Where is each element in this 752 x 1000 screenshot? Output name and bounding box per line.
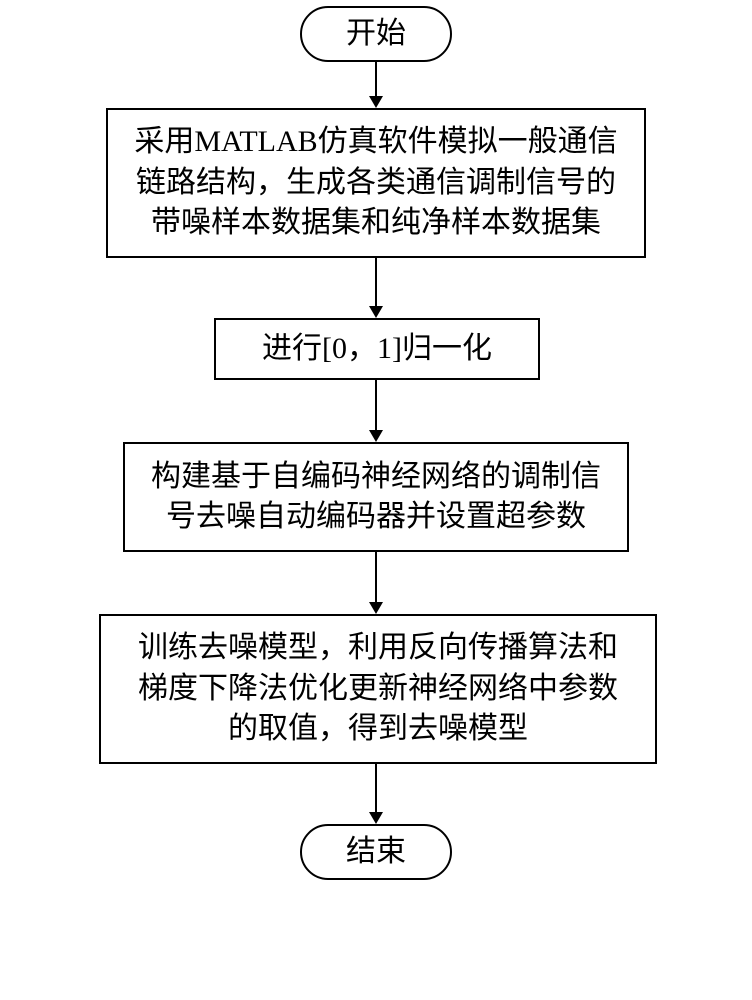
- end-label: 结束: [346, 832, 406, 873]
- step2-node: 进行[0，1]归一化: [214, 318, 540, 380]
- step1-node: 采用MATLAB仿真软件模拟一般通信 链路结构，生成各类通信调制信号的 带噪样本…: [106, 108, 646, 258]
- end-node: 结束: [300, 824, 452, 880]
- arrow-5: [364, 764, 388, 824]
- flowchart-canvas: 开始 采用MATLAB仿真软件模拟一般通信 链路结构，生成各类通信调制信号的 带…: [0, 0, 752, 1000]
- step3-label: 构建基于自编码神经网络的调制信 号去噪自动编码器并设置超参数: [151, 457, 601, 538]
- arrow-4: [364, 552, 388, 614]
- step4-label: 训练去噪模型，利用反向传播算法和 梯度下降法优化更新神经网络中参数 的取值，得到…: [138, 628, 618, 750]
- step4-node: 训练去噪模型，利用反向传播算法和 梯度下降法优化更新神经网络中参数 的取值，得到…: [99, 614, 657, 764]
- start-label: 开始: [346, 14, 406, 55]
- step3-node: 构建基于自编码神经网络的调制信 号去噪自动编码器并设置超参数: [123, 442, 629, 552]
- start-node: 开始: [300, 6, 452, 62]
- arrow-2: [364, 258, 388, 318]
- arrow-3: [364, 380, 388, 442]
- step1-label: 采用MATLAB仿真软件模拟一般通信 链路结构，生成各类通信调制信号的 带噪样本…: [134, 122, 617, 244]
- step2-label: 进行[0，1]归一化: [262, 329, 492, 370]
- arrow-1: [364, 62, 388, 108]
